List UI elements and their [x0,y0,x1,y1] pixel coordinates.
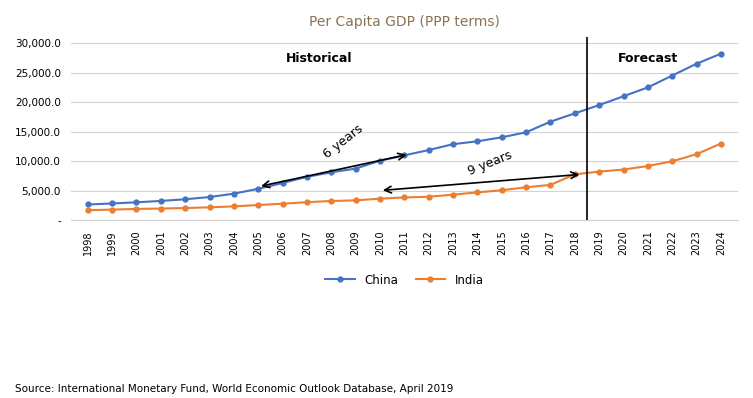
India [108,207,117,212]
India [692,152,701,156]
India [303,200,312,205]
India [570,172,579,177]
China [424,148,433,152]
China [132,200,141,205]
China [716,51,725,56]
India [643,164,652,168]
Text: Source: International Monetary Fund, World Economic Outlook Database, April 2019: Source: International Monetary Fund, Wor… [15,384,453,394]
China [205,195,214,199]
China [692,61,701,66]
China [278,181,287,185]
India [595,169,604,174]
India [522,185,531,190]
China [181,197,190,202]
China [84,202,93,207]
China [157,199,166,203]
China [643,85,652,90]
Legend: China, India: China, India [320,269,489,291]
China [108,201,117,206]
India [132,207,141,211]
Text: 9 years: 9 years [465,149,514,178]
India [181,206,190,211]
China [376,158,385,163]
India [400,195,409,200]
India [157,206,166,211]
India [716,141,725,146]
China [595,103,604,107]
India [619,167,628,172]
China [570,111,579,116]
Line: China: China [85,51,724,207]
China [546,119,555,124]
India [497,188,506,193]
India [473,190,482,195]
India [668,159,677,164]
India [351,198,360,203]
China [668,73,677,78]
China [254,186,263,191]
China [473,139,482,144]
India [449,192,458,197]
China [619,94,628,99]
China [351,166,360,171]
China [303,174,312,179]
China [400,153,409,158]
Title: Per Capita GDP (PPP terms): Per Capita GDP (PPP terms) [309,15,500,29]
India [230,204,239,209]
India [254,203,263,207]
India [205,205,214,210]
China [449,142,458,146]
India [376,196,385,201]
India [84,208,93,213]
China [497,135,506,140]
China [522,130,531,135]
India [424,194,433,199]
Text: Historical: Historical [286,52,352,65]
India [278,201,287,206]
China [327,170,336,175]
India [546,183,555,187]
China [230,191,239,196]
Text: 6 years: 6 years [322,123,366,161]
India [327,199,336,203]
Text: Forecast: Forecast [617,52,678,65]
Line: India: India [85,141,724,213]
